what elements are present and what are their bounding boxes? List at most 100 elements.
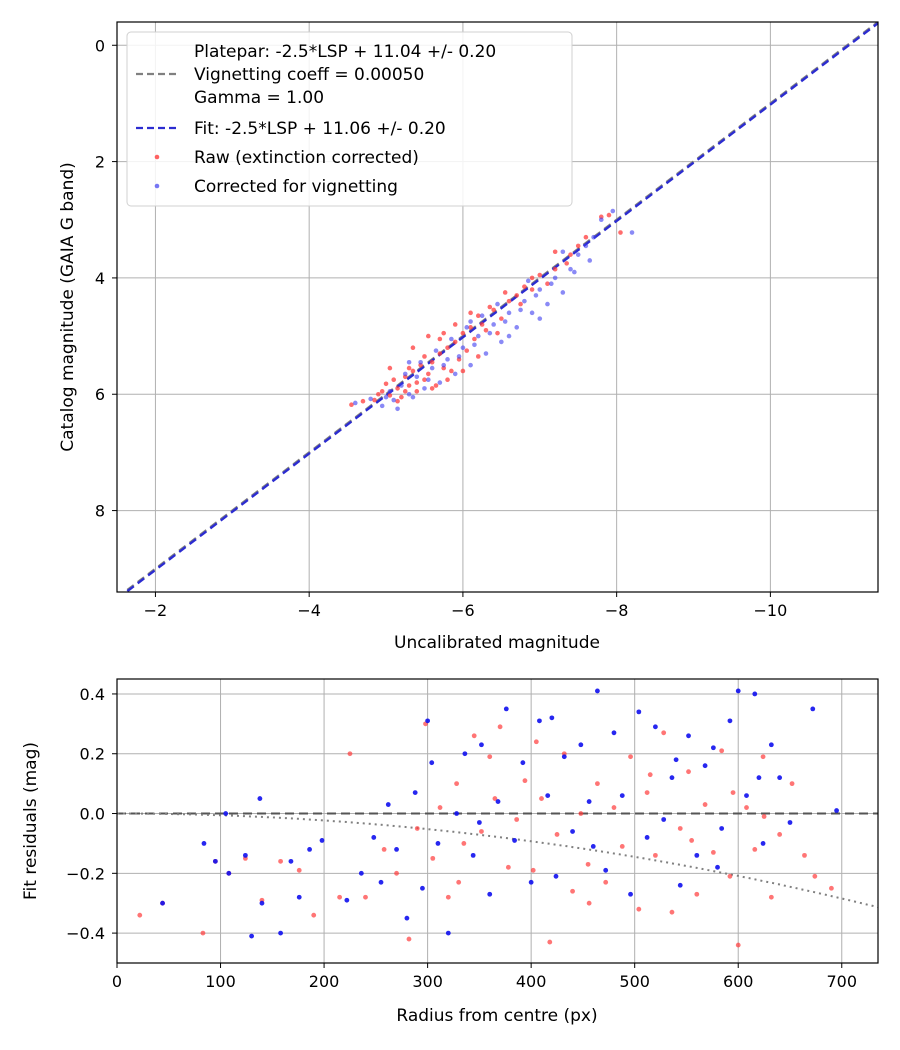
top-corrected-point [395, 406, 400, 412]
bottom-x-axis-label: Radius from centre (px) [396, 1006, 597, 1026]
bottom-corrected-point [677, 882, 683, 888]
bottom-vignetting-curve [117, 812, 878, 909]
legend-corrected: Corrected for vignetting [194, 177, 398, 197]
bottom-x-tick-label: 0 [112, 972, 122, 991]
top-corrected-point [591, 234, 596, 240]
top-raw-point [426, 371, 431, 377]
legend-raw-swatch [154, 154, 160, 160]
bottom-corrected-point [586, 799, 592, 804]
bottom-raw-point [595, 781, 600, 787]
top-corrected-point [537, 287, 543, 292]
bottom-y-tick-label: 0.2 [80, 745, 105, 764]
top-x-tick-label: −4 [297, 601, 321, 620]
bottom-raw-point [522, 778, 528, 784]
bottom-corrected-point [545, 793, 551, 798]
top-corrected-point [568, 266, 573, 272]
residuals-scatter-chart: 0 100 200 300 400 500 600 700−0.4−0.20.00.20.4 … [21, 678, 879, 1026]
bottom-corrected-point [412, 790, 418, 795]
bottom-corrected-point [404, 915, 410, 921]
bottom-corrected-point [756, 775, 762, 781]
top-corrected-point [433, 348, 439, 353]
bottom-grid [116, 679, 878, 963]
bottom-corrected-point [652, 724, 658, 730]
bottom-raw-point [744, 805, 749, 810]
bottom-raw-point [768, 894, 774, 900]
top-raw-point [402, 389, 408, 394]
bottom-corrected-point [445, 930, 451, 936]
top-corrected-point [410, 394, 416, 400]
bottom-y-tick-label: −0.2 [66, 864, 105, 883]
top-raw-point [414, 389, 420, 394]
top-corrected-point [460, 345, 466, 351]
top-corrected-point [352, 400, 358, 406]
bottom-corrected-point [719, 826, 725, 831]
bottom-x-tick-label: 200 [309, 972, 340, 991]
top-raw-point [499, 316, 504, 321]
top-raw-point [406, 383, 412, 388]
top-raw-point [426, 333, 431, 339]
top-raw-point [410, 345, 416, 351]
bottom-raw-point [689, 838, 695, 843]
bottom-corrected-point [686, 733, 691, 739]
bottom-corrected-point [603, 867, 609, 873]
top-corrected-point [472, 342, 477, 348]
top-corrected-point [483, 351, 489, 356]
bottom-corrected-point [768, 742, 774, 748]
top-raw-point [618, 230, 623, 235]
bottom-corrected-point [570, 829, 575, 834]
top-corrected-point [514, 325, 520, 330]
bottom-corrected-point [201, 841, 207, 846]
top-line-fit [124, 22, 878, 592]
bottom-corrected-point [462, 751, 468, 757]
bottom-raw-point [533, 739, 539, 745]
top-raw-point [387, 393, 393, 398]
bottom-raw-point [636, 906, 642, 912]
top-raw-point [437, 336, 443, 342]
top-raw-point [383, 381, 389, 387]
top-corrected-point [610, 208, 616, 214]
top-raw-point [429, 386, 435, 391]
top-corrected-point [533, 293, 539, 298]
top-corrected-point [491, 322, 496, 327]
bottom-raw-point [406, 936, 412, 942]
bottom-x-tick-label: 300 [412, 972, 443, 991]
top-raw-point [552, 266, 558, 272]
bottom-raw-point [789, 781, 795, 787]
bottom-corrected-point [358, 870, 364, 876]
top-corrected-point [402, 371, 408, 377]
bottom-corrected-point [454, 811, 460, 816]
bottom-corrected-point [435, 841, 441, 846]
bottom-corrected-point [495, 799, 501, 804]
bottom-corrected-point [619, 793, 625, 798]
top-y-tick-label: 2 [95, 153, 105, 172]
bottom-raw-point [414, 826, 420, 831]
bottom-corrected-point [259, 900, 265, 906]
top-raw-point [487, 304, 493, 310]
bottom-raw-point [454, 781, 460, 787]
bottom-corrected-point [777, 775, 783, 781]
top-corrected-point [391, 397, 397, 403]
top-raw-point [537, 272, 543, 278]
legend-platepar-line1: Platepar: -2.5*LSP + 11.04 +/- 0.20 [194, 42, 496, 62]
bottom-corrected-point [735, 688, 741, 694]
top-raw-point [468, 325, 473, 330]
bottom-corrected-point [611, 730, 617, 736]
bottom-raw-point [710, 849, 716, 855]
top-corrected-point [383, 394, 389, 400]
bottom-corrected-point [212, 858, 218, 864]
top-corrected-point [406, 359, 412, 365]
top-corrected-point [368, 396, 373, 402]
top-y-tick-label: 6 [95, 385, 105, 404]
bottom-raw-point [735, 942, 741, 948]
top-corrected-point [406, 391, 412, 397]
top-raw-point [568, 252, 573, 257]
bottom-corrected-point [223, 811, 229, 816]
bottom-raw-point [497, 724, 503, 730]
bottom-raw-point [586, 900, 592, 906]
bottom-raw-point [311, 912, 317, 918]
bottom-plot-frame [116, 678, 879, 964]
bottom-raw-point [619, 844, 625, 849]
bottom-raw-point [200, 930, 206, 936]
